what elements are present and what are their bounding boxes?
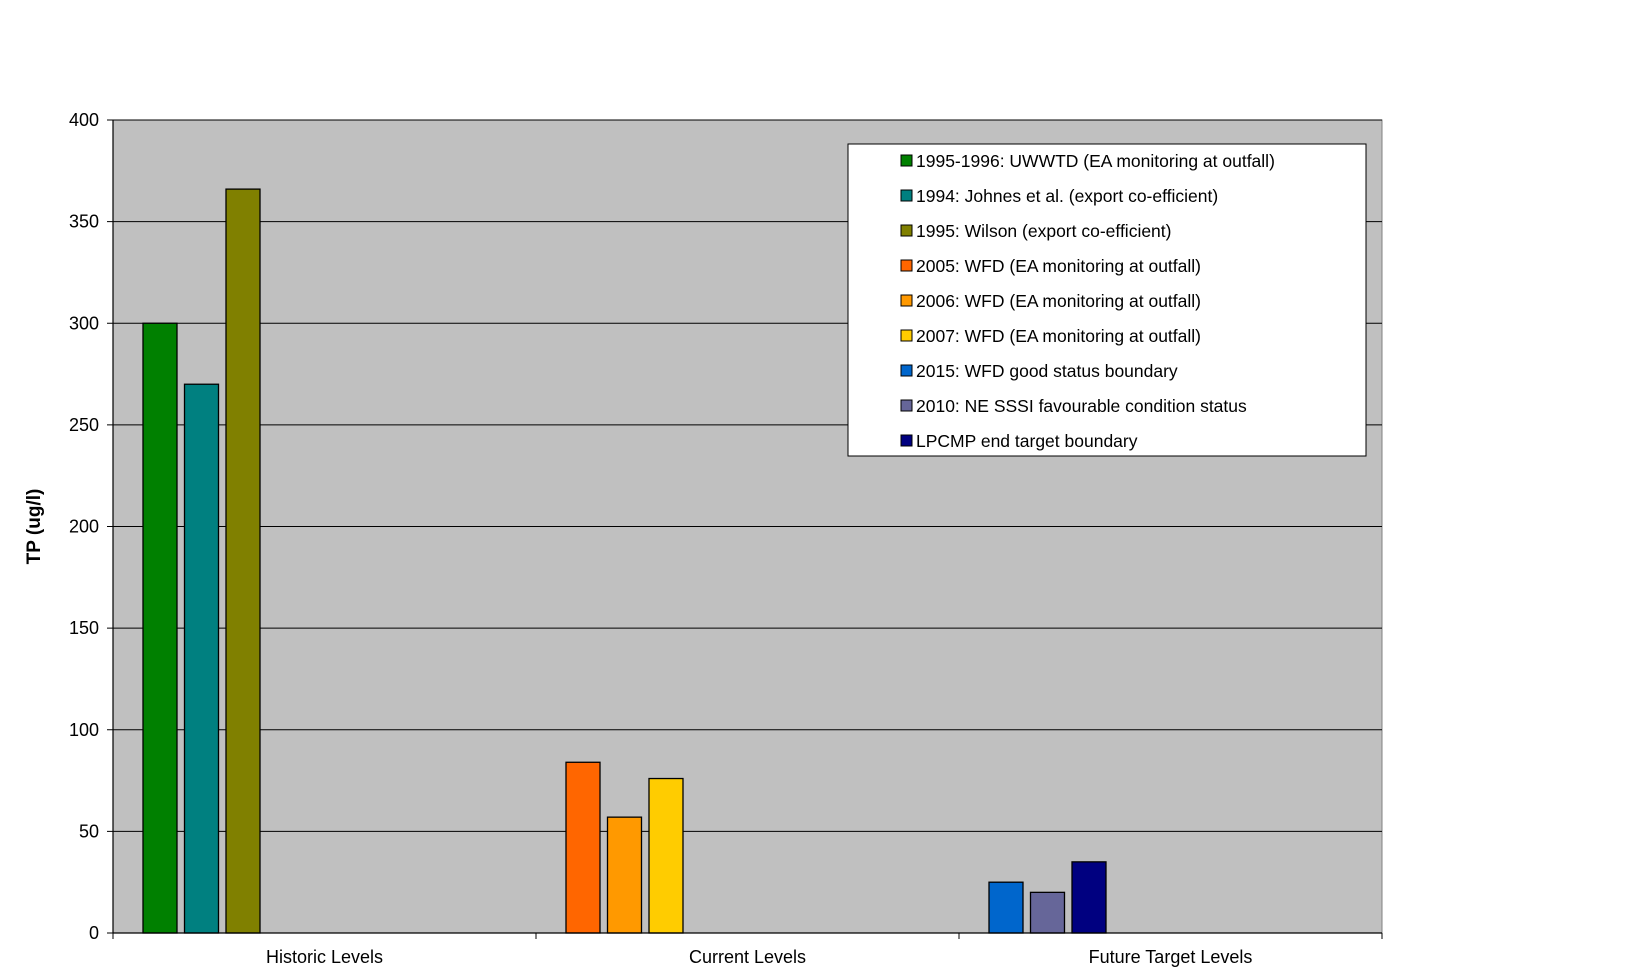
y-tick-label: 0 bbox=[89, 923, 99, 943]
x-tick-label: Current Levels bbox=[689, 947, 806, 967]
legend-swatch bbox=[900, 434, 913, 447]
legend-swatch bbox=[900, 224, 913, 237]
legend-swatch bbox=[900, 259, 913, 272]
x-tick-label: Historic Levels bbox=[266, 947, 383, 967]
legend-label: 2006: WFD (EA monitoring at outfall) bbox=[916, 291, 1201, 311]
y-axis-ticks: 0 50 100 150 200 250 300 350 400 bbox=[69, 110, 113, 943]
y-tick-label: 100 bbox=[69, 720, 99, 740]
legend-swatch bbox=[900, 364, 913, 377]
bar bbox=[1071, 861, 1107, 934]
bars bbox=[142, 188, 1107, 934]
x-axis-ticks: Historic Levels Current Levels Future Targ… bbox=[112, 933, 1383, 967]
legend-label: 2010: NE SSSI favourable condition statu… bbox=[916, 396, 1247, 416]
legend-swatch bbox=[900, 294, 913, 307]
y-tick-label: 150 bbox=[69, 618, 99, 638]
y-tick-label: 300 bbox=[69, 313, 99, 333]
bar bbox=[606, 816, 643, 934]
y-tick-label: 350 bbox=[69, 212, 99, 232]
bar bbox=[225, 188, 261, 934]
legend-swatch bbox=[900, 189, 913, 202]
y-axis-label: TP (ug/l) bbox=[24, 489, 45, 565]
legend-swatch bbox=[900, 399, 913, 412]
bar bbox=[142, 322, 178, 934]
bar bbox=[565, 761, 601, 934]
legend-swatch bbox=[900, 154, 913, 167]
y-tick-label: 400 bbox=[69, 110, 99, 130]
legend-label: 1995: Wilson (export co-efficient) bbox=[916, 221, 1172, 241]
legend-label: 2007: WFD (EA monitoring at outfall) bbox=[916, 326, 1201, 346]
legend-label: 2015: WFD good status boundary bbox=[916, 361, 1178, 381]
y-tick-label: 250 bbox=[69, 415, 99, 435]
bar bbox=[988, 881, 1024, 934]
legend-label: 1994: Johnes et al. (export co-efficient… bbox=[916, 186, 1218, 206]
legend: 1995-1996: UWWTD (EA monitoring at outfa… bbox=[847, 143, 1367, 457]
legend-label: LPCMP end target boundary bbox=[916, 431, 1138, 451]
legend-box bbox=[847, 143, 1367, 457]
y-tick-label: 200 bbox=[69, 517, 99, 537]
bar bbox=[183, 383, 220, 934]
bar bbox=[1029, 891, 1066, 934]
bar bbox=[648, 777, 684, 934]
x-tick-label: Future Target Levels bbox=[1089, 947, 1253, 967]
y-tick-label: 50 bbox=[79, 821, 99, 841]
legend-label: 1995-1996: UWWTD (EA monitoring at outfa… bbox=[916, 151, 1275, 171]
legend-swatch bbox=[900, 329, 913, 342]
legend-label: 2005: WFD (EA monitoring at outfall) bbox=[916, 256, 1201, 276]
